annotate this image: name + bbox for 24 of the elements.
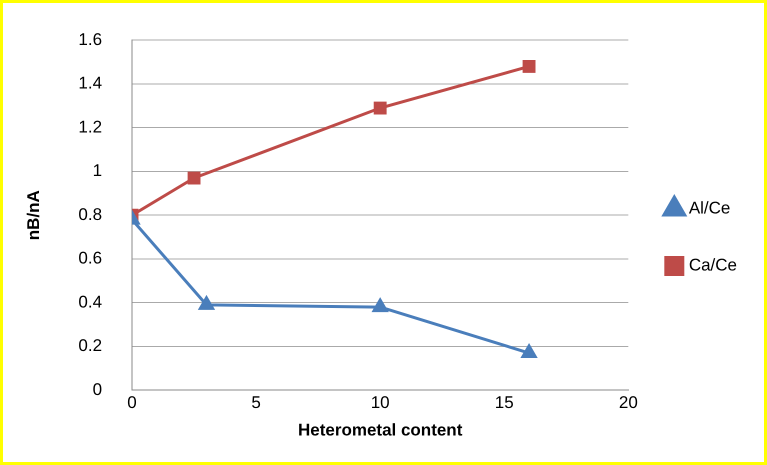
- y-tick-label: 1.4: [78, 74, 102, 93]
- point: [372, 298, 388, 312]
- point: [188, 172, 201, 184]
- legend-label: Al/Ce: [688, 198, 730, 218]
- y-tick-label: 0: [92, 380, 102, 399]
- y-tick-label: 1: [92, 161, 102, 180]
- x-axis-title: Heterometal content: [298, 420, 463, 440]
- y-axis-title: nB/nA: [24, 190, 43, 240]
- x-tick-label: 15: [494, 393, 514, 412]
- y-tick-label: 0.6: [78, 248, 102, 268]
- y-tick-label: 1.2: [78, 117, 102, 136]
- y-tick-label: 0.8: [78, 204, 102, 224]
- y-tick-label: 0.4: [78, 292, 102, 312]
- point: [198, 296, 214, 310]
- point: [522, 60, 536, 73]
- y-tick-label: 0.2: [78, 336, 102, 356]
- point: [521, 344, 537, 358]
- point: [374, 102, 387, 114]
- legend-label: Ca/Ce: [688, 256, 737, 275]
- x-tick-label: 0: [127, 393, 137, 412]
- x-tick-label: 20: [618, 393, 638, 412]
- x-tick-label: 10: [370, 393, 390, 412]
- x-tick-label: 5: [251, 393, 261, 412]
- y-tick-label: 1.6: [78, 30, 102, 49]
